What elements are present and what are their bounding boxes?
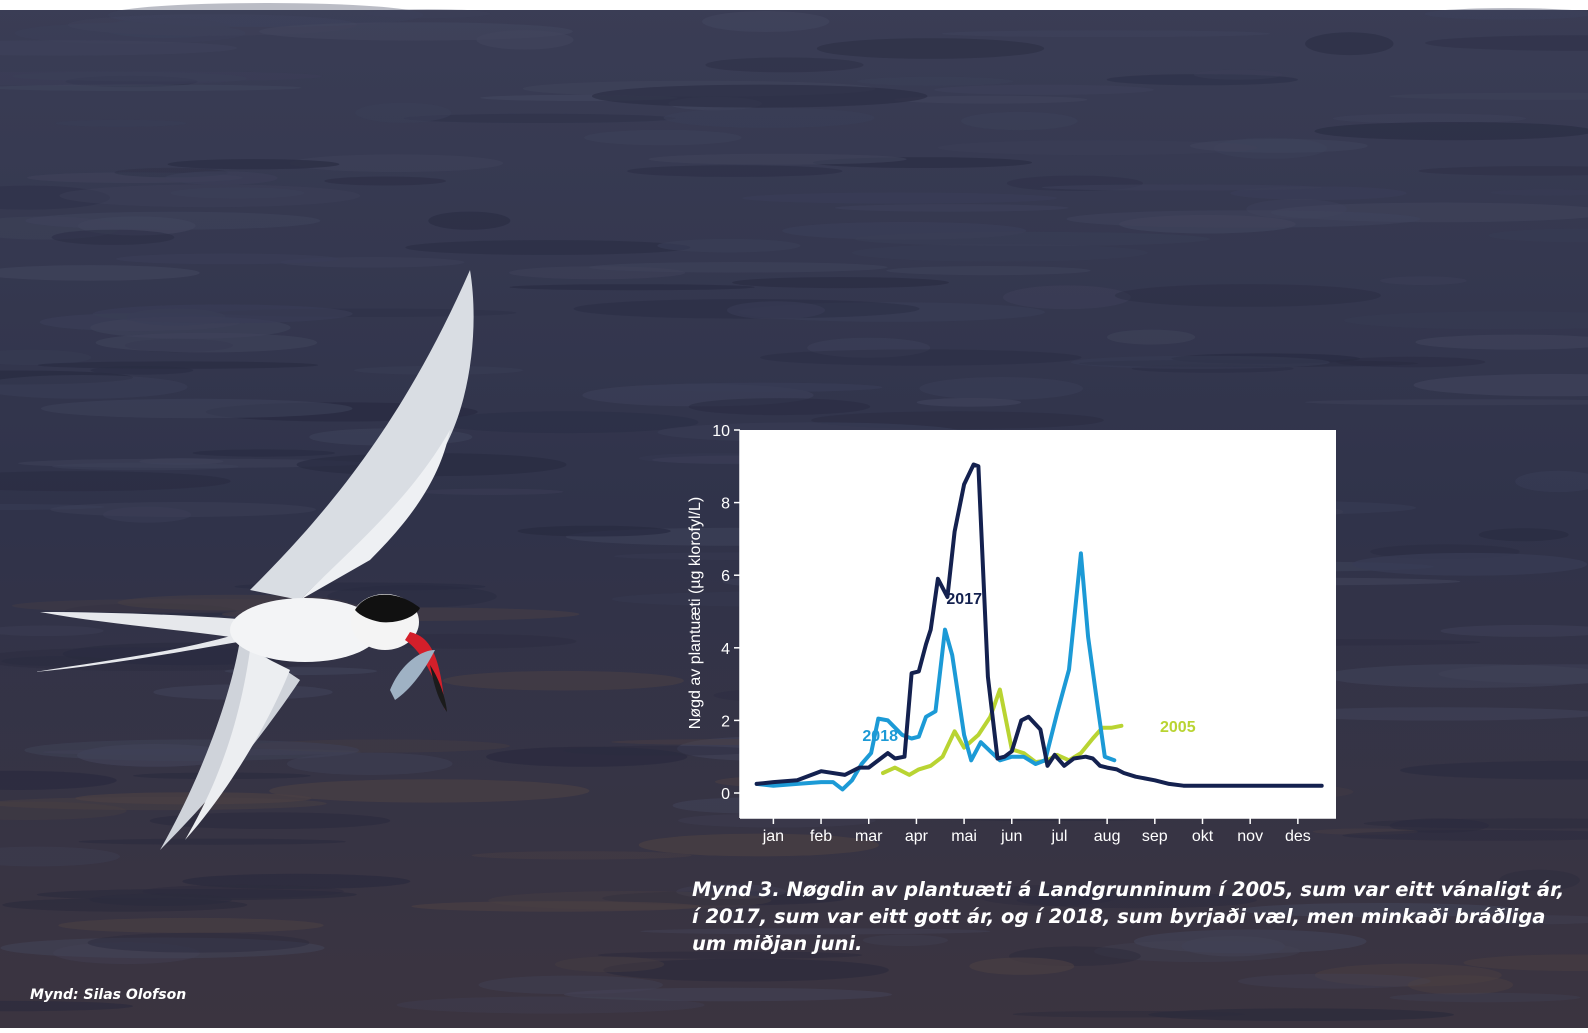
photo-credit: Mynd: Silas Olofson <box>30 987 186 1003</box>
y-axis-ticks: 0 2 4 6 8 10 <box>712 423 740 803</box>
x-tick-label-okt: okt <box>1192 828 1214 845</box>
x-tick-label-jul: jul <box>1050 828 1067 845</box>
x-axis-ticks: jan feb mar apr mai jun jul aug sep okt nov des <box>762 818 1311 845</box>
x-tick-label-apr: apr <box>905 828 929 845</box>
y-tick-label: 2 <box>721 713 730 730</box>
series-label-2005: 2005 <box>1160 719 1196 736</box>
x-tick-label-nov: nov <box>1237 828 1263 845</box>
series-line-2017 <box>757 465 1322 786</box>
series-label-2017: 2017 <box>946 591 982 608</box>
y-tick-label: 4 <box>721 641 730 658</box>
x-tick-label-mai: mai <box>951 828 977 845</box>
y-tick-label: 6 <box>721 568 730 585</box>
y-tick-label: 8 <box>721 496 730 513</box>
x-tick-label-jan: jan <box>762 828 784 845</box>
x-tick-label-feb: feb <box>810 828 832 845</box>
y-axis-label: Nøgd av plantuæti (µg klorofyl/L) <box>687 497 704 729</box>
x-tick-label-aug: aug <box>1094 828 1121 845</box>
series-lines <box>757 465 1322 790</box>
x-tick-label-mar: mar <box>855 828 883 845</box>
series-labels: 2017 2018 2005 <box>862 591 1195 745</box>
x-tick-label-des: des <box>1285 828 1311 845</box>
y-tick-label: 0 <box>721 786 730 803</box>
series-label-2018: 2018 <box>862 728 898 745</box>
figure-caption: Mynd 3. Nøgdin av plantuæti á Landgrunni… <box>692 876 1572 957</box>
x-tick-label-jun: jun <box>1000 828 1022 845</box>
y-tick-label: 10 <box>712 423 730 440</box>
x-tick-label-sep: sep <box>1142 828 1168 845</box>
